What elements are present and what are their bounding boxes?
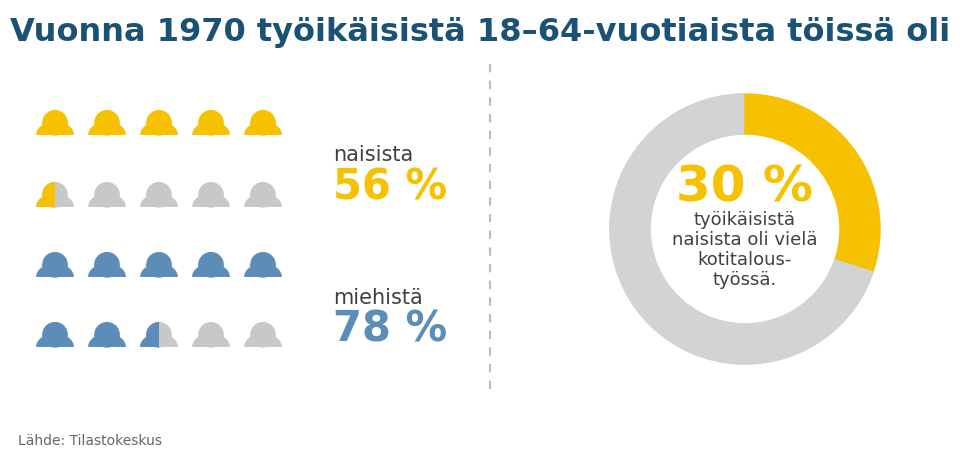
PathPatch shape xyxy=(192,122,229,136)
Circle shape xyxy=(251,323,276,347)
Text: 56 %: 56 % xyxy=(333,167,447,208)
PathPatch shape xyxy=(88,194,126,207)
Circle shape xyxy=(147,112,171,136)
Circle shape xyxy=(95,253,119,277)
Text: naisista oli vielä: naisista oli vielä xyxy=(672,230,818,248)
PathPatch shape xyxy=(244,122,282,136)
PathPatch shape xyxy=(88,122,126,136)
Circle shape xyxy=(95,183,119,207)
Text: 78 %: 78 % xyxy=(333,308,447,350)
PathPatch shape xyxy=(244,194,282,207)
PathPatch shape xyxy=(36,334,74,347)
PathPatch shape xyxy=(140,264,178,277)
Circle shape xyxy=(95,112,119,136)
Circle shape xyxy=(147,323,171,347)
PathPatch shape xyxy=(192,194,229,207)
Circle shape xyxy=(199,253,223,277)
Wedge shape xyxy=(610,95,874,364)
PathPatch shape xyxy=(36,194,74,207)
Text: naisista: naisista xyxy=(333,145,413,165)
Circle shape xyxy=(95,323,119,347)
PathPatch shape xyxy=(88,264,126,277)
Text: työikäisistä: työikäisistä xyxy=(694,211,796,229)
Circle shape xyxy=(43,112,67,136)
PathPatch shape xyxy=(140,334,178,347)
Circle shape xyxy=(199,112,223,136)
Circle shape xyxy=(147,183,171,207)
Wedge shape xyxy=(610,95,874,364)
Text: Lähde: Tilastokeskus: Lähde: Tilastokeskus xyxy=(18,433,162,447)
PathPatch shape xyxy=(192,334,229,347)
PathPatch shape xyxy=(244,334,282,347)
Text: kotitalous-: kotitalous- xyxy=(698,251,792,269)
PathPatch shape xyxy=(192,264,229,277)
Circle shape xyxy=(43,183,67,207)
Circle shape xyxy=(251,253,276,277)
Text: työssä.: työssä. xyxy=(713,270,778,288)
Circle shape xyxy=(251,112,276,136)
Circle shape xyxy=(147,253,171,277)
Circle shape xyxy=(199,183,223,207)
PathPatch shape xyxy=(140,122,178,136)
PathPatch shape xyxy=(88,334,126,347)
Wedge shape xyxy=(745,95,880,271)
Text: 30 %: 30 % xyxy=(677,164,813,212)
PathPatch shape xyxy=(36,264,74,277)
Circle shape xyxy=(199,323,223,347)
Circle shape xyxy=(43,323,67,347)
Text: Vuonna 1970 työikäisistä 18–64-vuotiaista töissä oli: Vuonna 1970 työikäisistä 18–64-vuotiaist… xyxy=(10,17,950,48)
PathPatch shape xyxy=(244,264,282,277)
PathPatch shape xyxy=(140,334,178,347)
Circle shape xyxy=(43,183,67,207)
PathPatch shape xyxy=(140,194,178,207)
Text: miehistä: miehistä xyxy=(333,287,422,308)
Circle shape xyxy=(43,253,67,277)
PathPatch shape xyxy=(36,122,74,136)
Circle shape xyxy=(251,183,276,207)
Circle shape xyxy=(147,323,171,347)
PathPatch shape xyxy=(36,194,74,207)
